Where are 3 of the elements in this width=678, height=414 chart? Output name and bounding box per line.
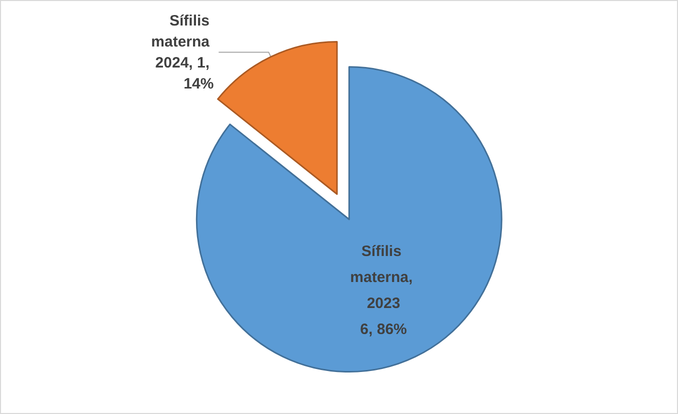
data-label: 6, 86% <box>360 321 407 338</box>
slice-label: Sífilis materna 2024, 1, 14% <box>151 12 214 92</box>
slice-label: Sífilis materna, 2023 <box>350 243 417 312</box>
